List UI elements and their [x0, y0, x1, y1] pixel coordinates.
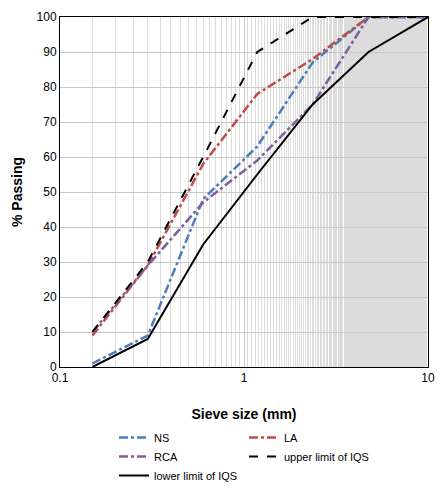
svg-text:60: 60 [43, 150, 57, 164]
svg-text:20: 20 [43, 290, 57, 304]
svg-text:lower limit of IQS: lower limit of IQS [154, 470, 237, 482]
svg-text:NS: NS [154, 432, 169, 444]
svg-text:100: 100 [37, 10, 57, 24]
svg-text:70: 70 [43, 115, 57, 129]
svg-text:0.1: 0.1 [52, 371, 69, 385]
svg-text:30: 30 [43, 255, 57, 269]
svg-text:10: 10 [43, 325, 57, 339]
svg-text:10: 10 [421, 371, 435, 385]
svg-text:90: 90 [43, 45, 57, 59]
svg-text:0: 0 [50, 360, 57, 374]
svg-text:80: 80 [43, 80, 57, 94]
svg-text:40: 40 [43, 220, 57, 234]
svg-text:upper limit of IQS: upper limit of IQS [284, 451, 369, 463]
svg-text:Sieve size (mm): Sieve size (mm) [191, 406, 296, 422]
svg-text:50: 50 [43, 185, 57, 199]
svg-text:LA: LA [284, 432, 298, 444]
svg-text:% Passing: % Passing [9, 157, 25, 227]
svg-text:1: 1 [241, 371, 248, 385]
svg-text:RCA: RCA [154, 451, 178, 463]
